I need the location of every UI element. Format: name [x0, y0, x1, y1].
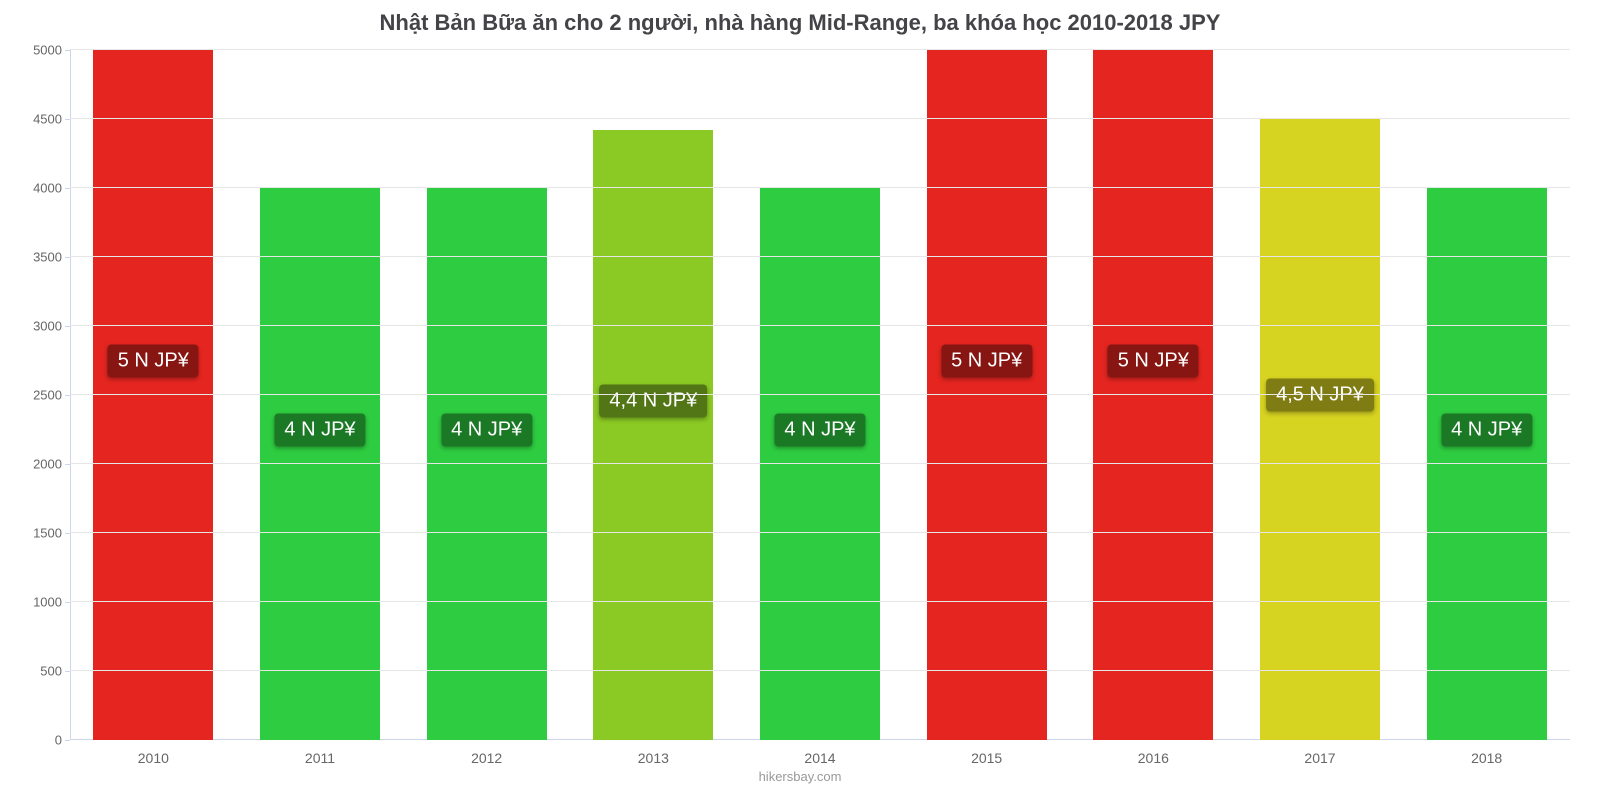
bar-slot: 4,5 N JP¥2017	[1237, 50, 1404, 740]
y-tick	[65, 119, 70, 120]
y-tick	[65, 533, 70, 534]
data-label: 5 N JP¥	[108, 344, 199, 377]
bar-slot: 5 N JP¥2015	[903, 50, 1070, 740]
x-axis-label: 2015	[971, 750, 1002, 766]
y-tick	[65, 395, 70, 396]
bar-slot: 4 N JP¥2011	[237, 50, 404, 740]
data-label: 5 N JP¥	[941, 344, 1032, 377]
bar[interactable]	[1260, 119, 1380, 740]
grid-line	[70, 325, 1570, 326]
grid-line	[70, 118, 1570, 119]
x-axis-label: 2011	[305, 750, 335, 766]
bar[interactable]	[927, 50, 1047, 740]
y-axis-label: 1000	[33, 595, 62, 610]
data-label: 4 N JP¥	[274, 413, 365, 446]
y-axis-label: 3000	[33, 319, 62, 334]
bar[interactable]	[260, 188, 380, 740]
bar-slot: 5 N JP¥2010	[70, 50, 237, 740]
y-tick	[65, 50, 70, 51]
bar[interactable]	[427, 188, 547, 740]
x-axis-label: 2017	[1304, 750, 1335, 766]
y-axis-label: 5000	[33, 43, 62, 58]
y-tick	[65, 188, 70, 189]
grid-line	[70, 256, 1570, 257]
grid-line	[70, 463, 1570, 464]
data-label: 4,5 N JP¥	[1266, 379, 1374, 412]
bar-slot: 4,4 N JP¥2013	[570, 50, 737, 740]
bar-slot: 5 N JP¥2016	[1070, 50, 1237, 740]
bar[interactable]	[593, 130, 713, 740]
y-tick	[65, 602, 70, 603]
bar[interactable]	[760, 188, 880, 740]
grid-line	[70, 601, 1570, 602]
data-label: 4 N JP¥	[1441, 413, 1532, 446]
grid-line	[70, 49, 1570, 50]
y-axis-label: 4500	[33, 112, 62, 127]
y-axis-label: 4000	[33, 181, 62, 196]
grid-line	[70, 187, 1570, 188]
bar[interactable]	[1427, 188, 1547, 740]
y-tick	[65, 671, 70, 672]
chart-title: Nhật Bản Bữa ăn cho 2 người, nhà hàng Mi…	[0, 10, 1600, 36]
y-axis-label: 3500	[33, 250, 62, 265]
y-axis-label: 500	[40, 664, 62, 679]
grid-line	[70, 394, 1570, 395]
y-tick	[65, 257, 70, 258]
x-axis-label: 2016	[1138, 750, 1169, 766]
x-axis-label: 2012	[471, 750, 502, 766]
credit-text: hikersbay.com	[0, 769, 1600, 784]
data-label: 4 N JP¥	[441, 413, 532, 446]
bars-container: 5 N JP¥20104 N JP¥20114 N JP¥20124,4 N J…	[70, 50, 1570, 740]
bar-chart: Nhật Bản Bữa ăn cho 2 người, nhà hàng Mi…	[0, 0, 1600, 800]
bar[interactable]	[1093, 50, 1213, 740]
grid-line	[70, 532, 1570, 533]
plot-area: 5 N JP¥20104 N JP¥20114 N JP¥20124,4 N J…	[70, 50, 1570, 740]
y-axis-label: 0	[55, 733, 62, 748]
y-axis-label: 1500	[33, 526, 62, 541]
y-tick	[65, 464, 70, 465]
y-tick	[65, 326, 70, 327]
data-label: 4,4 N JP¥	[599, 384, 707, 417]
bar-slot: 4 N JP¥2012	[403, 50, 570, 740]
x-axis-label: 2013	[638, 750, 669, 766]
y-axis-label: 2500	[33, 388, 62, 403]
bar[interactable]	[93, 50, 213, 740]
data-label: 5 N JP¥	[1108, 344, 1199, 377]
x-axis-label: 2010	[138, 750, 169, 766]
data-label: 4 N JP¥	[774, 413, 865, 446]
y-tick	[65, 740, 70, 741]
bar-slot: 4 N JP¥2018	[1403, 50, 1570, 740]
x-axis-label: 2014	[804, 750, 835, 766]
bar-slot: 4 N JP¥2014	[737, 50, 904, 740]
grid-line	[70, 670, 1570, 671]
x-axis-label: 2018	[1471, 750, 1502, 766]
y-axis-label: 2000	[33, 457, 62, 472]
